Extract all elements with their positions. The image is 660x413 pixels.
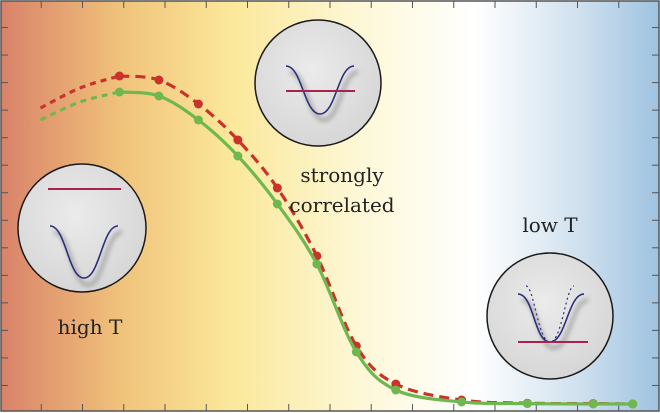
label-high-t: high T (58, 315, 123, 339)
band-shadow (521, 298, 589, 350)
inset-strongly-correlated (254, 19, 382, 147)
band-shadow (53, 230, 123, 287)
data-point (588, 399, 598, 409)
band-shadow (289, 70, 359, 122)
inset-disk (486, 252, 614, 380)
data-point (114, 71, 124, 81)
data-point (154, 75, 164, 85)
data-point (114, 87, 124, 97)
data-point (272, 183, 282, 193)
data-point (628, 399, 638, 409)
data-point (193, 115, 203, 125)
inset-high-t (17, 163, 147, 293)
band-curve-dotted (525, 285, 575, 343)
series-line-prefix (39, 74, 120, 110)
label-correlated: correlated (289, 193, 394, 217)
label-strongly: strongly (300, 163, 384, 187)
label-low-t: low T (522, 213, 578, 237)
inset-low-t (486, 252, 614, 380)
band-curve (285, 65, 355, 115)
series-1 (39, 87, 638, 409)
data-point (457, 397, 467, 407)
data-point (391, 385, 401, 395)
inset-disk (17, 163, 147, 293)
data-point (351, 347, 361, 357)
data-point (233, 151, 243, 161)
data-point (272, 199, 282, 209)
data-point (312, 259, 322, 269)
data-point (233, 135, 243, 145)
curves-layer (39, 71, 638, 409)
inset-disk (254, 19, 382, 147)
data-point (193, 99, 203, 109)
data-point (154, 91, 164, 101)
band-curve (49, 225, 119, 279)
data-point (522, 399, 532, 409)
